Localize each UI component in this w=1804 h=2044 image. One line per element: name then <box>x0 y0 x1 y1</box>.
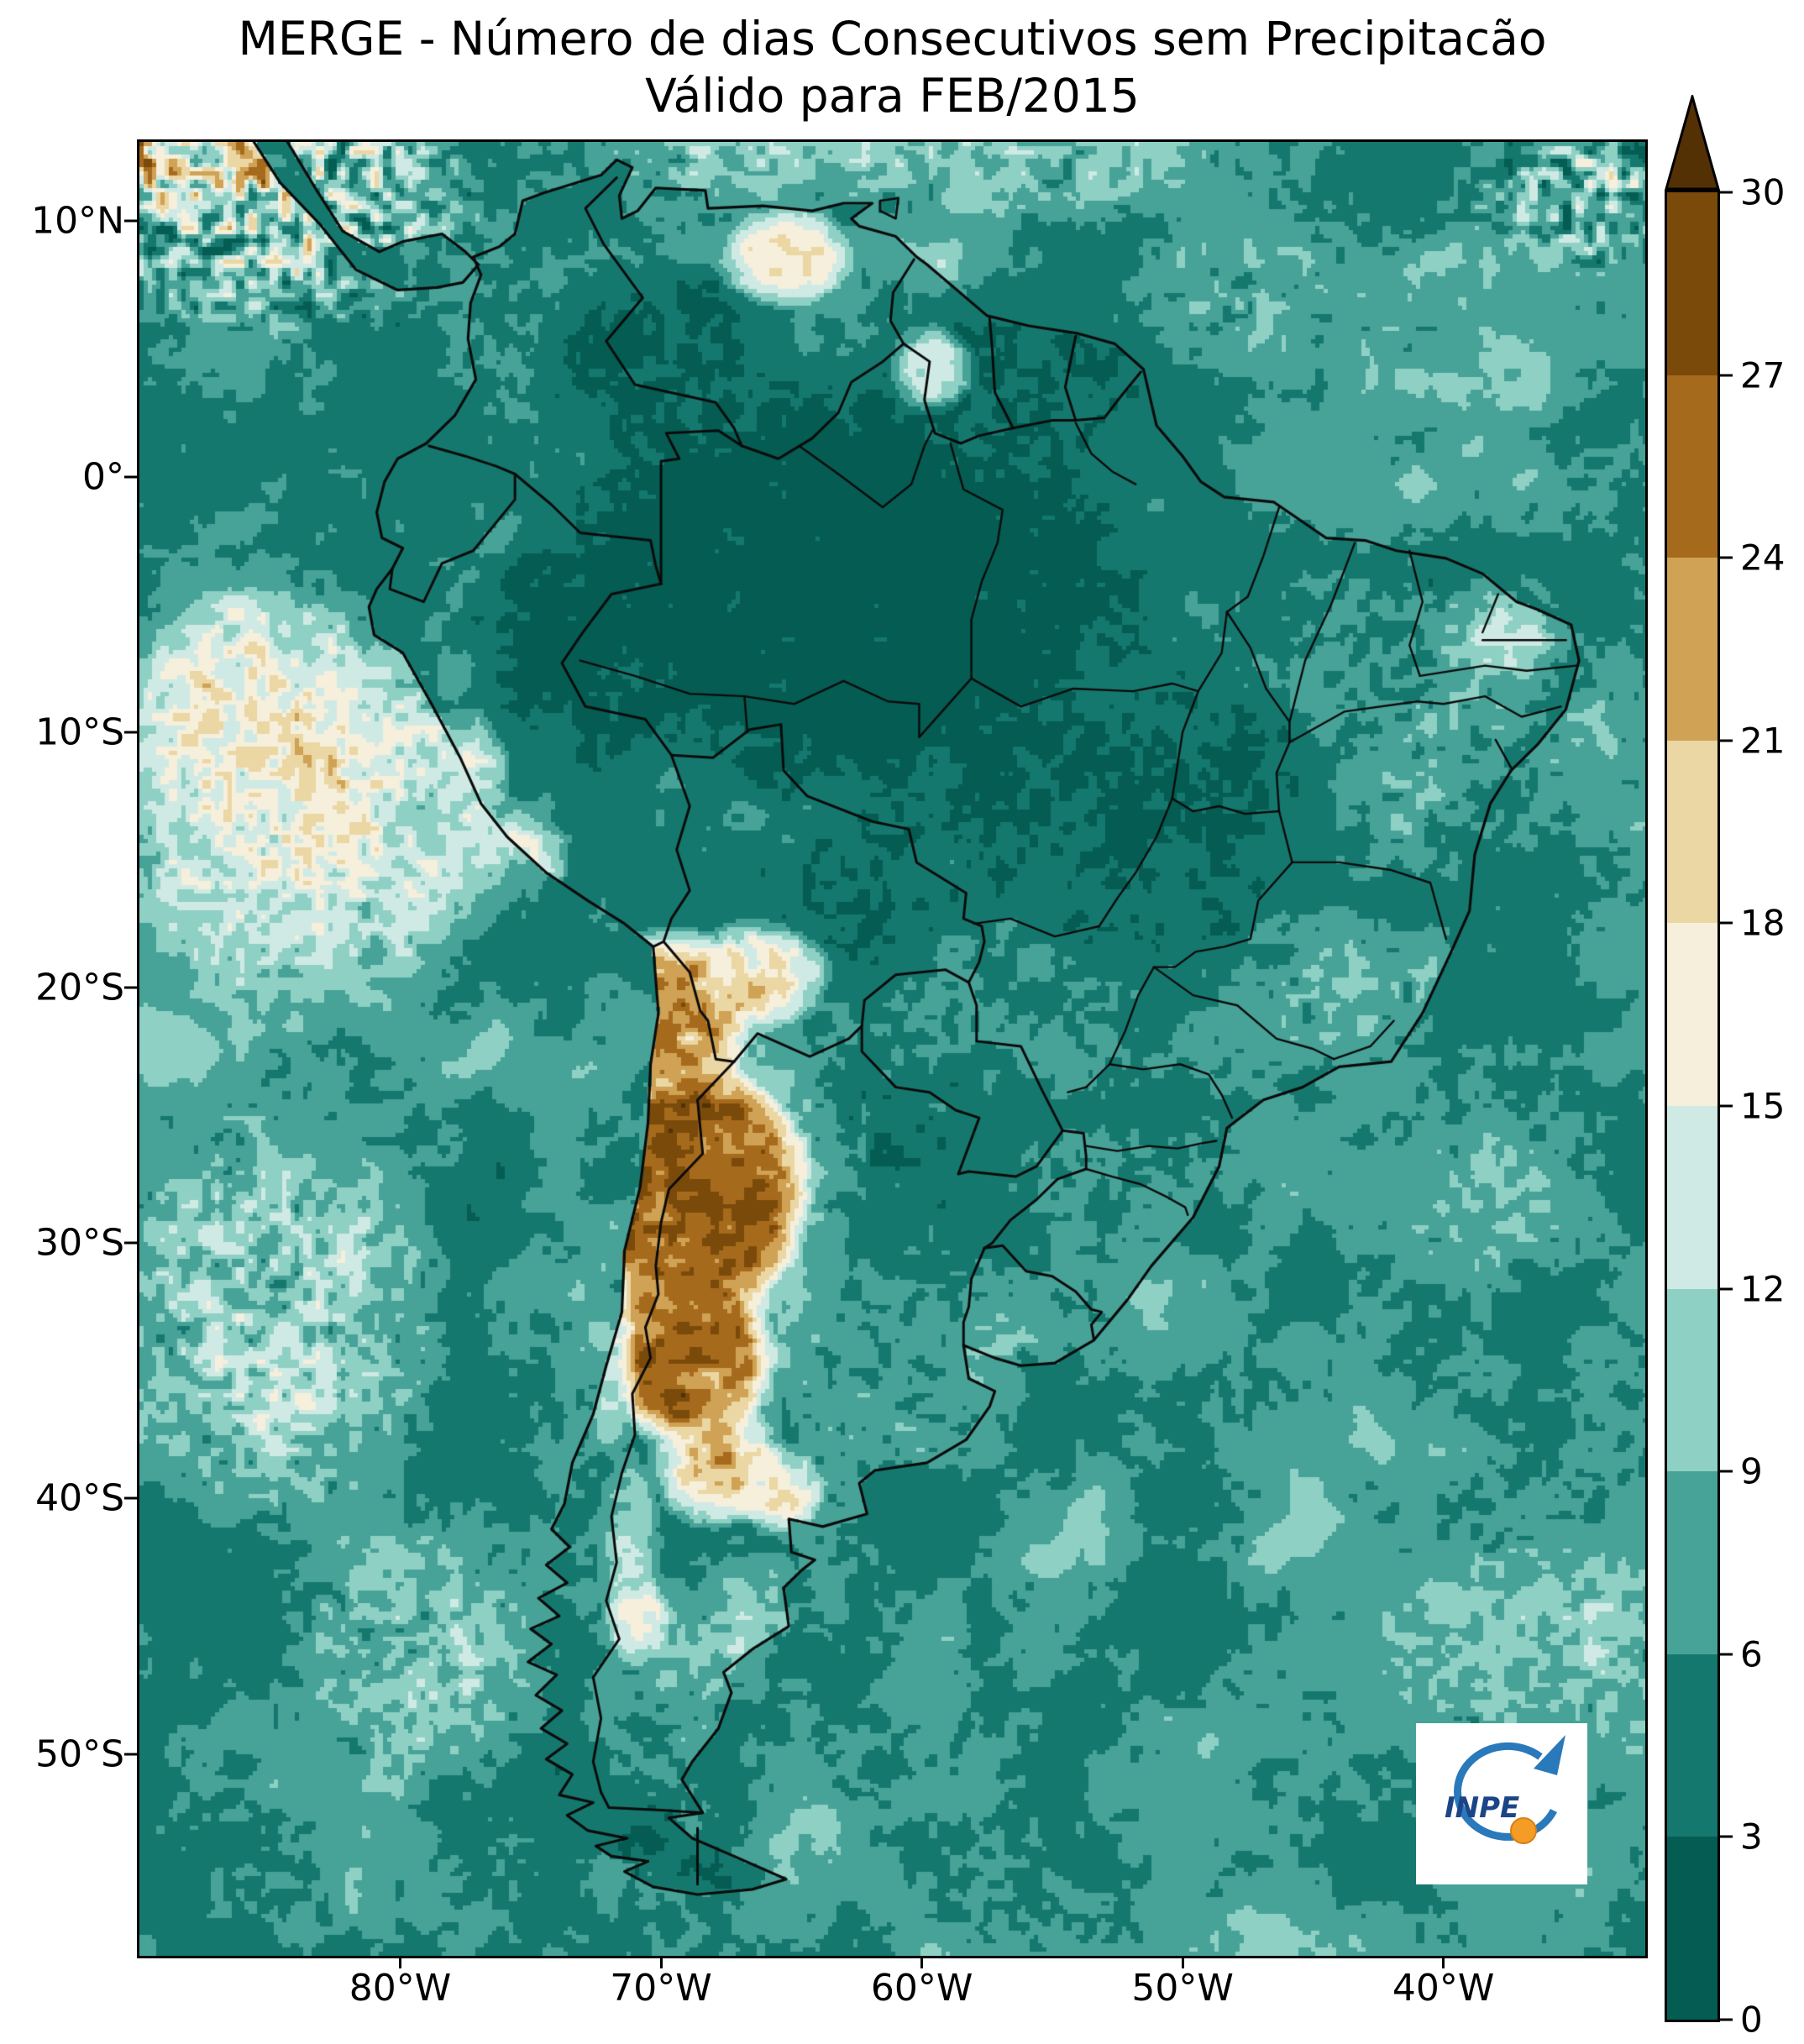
y-axis-label: 0° <box>82 455 124 499</box>
colorbar-segment-3-6 <box>1667 1654 1717 1837</box>
colorbar-over-arrow <box>1665 95 1720 190</box>
figure-title-line2: Válido para FEB/2015 <box>645 69 1140 123</box>
y-axis-tick <box>124 1241 137 1245</box>
x-axis-label: 50°W <box>1131 1967 1234 2010</box>
colorbar-tick <box>1720 1835 1733 1838</box>
y-axis-tick <box>124 731 137 734</box>
colorbar-segment-21-24 <box>1667 558 1717 741</box>
y-axis-label: 20°S <box>35 966 124 1009</box>
y-axis-tick <box>124 986 137 989</box>
colorbar-tick <box>1720 1653 1733 1656</box>
colorbar-tick-label: 9 <box>1740 1450 1763 1492</box>
y-axis-tick <box>124 475 137 479</box>
x-axis-tick <box>920 1956 924 1968</box>
x-axis-label: 70°W <box>610 1967 712 2010</box>
colorbar-tick <box>1720 556 1733 559</box>
colorbar-tick-label: 24 <box>1740 537 1786 579</box>
x-axis-label: 40°W <box>1392 1967 1495 2010</box>
inpe-logo-text: INPE <box>1445 1791 1519 1825</box>
colorbar-segment-18-21 <box>1667 740 1717 924</box>
colorbar-tick <box>1720 921 1733 925</box>
colorbar-segment-12-15 <box>1667 1105 1717 1289</box>
y-axis-tick <box>124 219 137 223</box>
colorbar-tick-label: 21 <box>1740 720 1786 762</box>
colorbar-tick-label: 15 <box>1740 1085 1786 1127</box>
x-axis-label: 60°W <box>870 1967 973 2010</box>
x-axis-tick <box>659 1956 663 1968</box>
x-axis-tick <box>1442 1956 1445 1968</box>
y-axis-label: 10°N <box>31 199 124 243</box>
figure-title-line1: MERGE - Número de dias Consecutivos sem … <box>238 12 1547 66</box>
colorbar-segment-27-30 <box>1667 192 1717 375</box>
x-axis-tick <box>1181 1956 1184 1968</box>
logo-arrow-icon <box>1534 1735 1565 1775</box>
y-axis-label: 10°S <box>35 710 124 754</box>
colorbar-tick-label: 30 <box>1740 171 1786 213</box>
colorbar <box>1665 190 1720 2022</box>
inpe-logo: INPE <box>1416 1723 1587 1884</box>
logo-orange-dot <box>1510 1817 1537 1844</box>
x-axis-tick <box>399 1956 402 1968</box>
colorbar-tick-label: 0 <box>1740 1999 1763 2041</box>
colorbar-segment-15-18 <box>1667 923 1717 1106</box>
colorbar-tick <box>1720 2018 1733 2021</box>
colorbar-tick <box>1720 1470 1733 1473</box>
y-axis-label: 30°S <box>35 1221 124 1265</box>
colorbar-tick-label: 27 <box>1740 354 1786 396</box>
colorbar-over-arrow-shape <box>1665 95 1720 190</box>
y-axis-label: 50°S <box>35 1732 124 1776</box>
y-axis-label: 40°S <box>35 1476 124 1520</box>
colorbar-tick <box>1720 1104 1733 1108</box>
inpe-logo-graphic: INPE <box>1445 1735 1565 1844</box>
colorbar-segment-9-12 <box>1667 1288 1717 1472</box>
colorbar-tick <box>1720 1287 1733 1291</box>
map-raster <box>139 142 1645 1956</box>
map-plot-area <box>137 139 1648 1958</box>
colorbar-segment-24-27 <box>1667 375 1717 558</box>
colorbar-tick <box>1720 191 1733 194</box>
colorbar-tick-label: 3 <box>1740 1816 1763 1858</box>
colorbar-tick-label: 12 <box>1740 1268 1786 1310</box>
colorbar-tick-label: 6 <box>1740 1633 1763 1675</box>
colorbar-tick <box>1720 374 1733 377</box>
y-axis-tick <box>124 1753 137 1756</box>
colorbar-segment-6-9 <box>1667 1471 1717 1654</box>
x-axis-label: 80°W <box>349 1967 452 2010</box>
colorbar-tick-label: 18 <box>1740 902 1786 944</box>
colorbar-segment-0-3 <box>1667 1837 1717 2020</box>
colorbar-tick <box>1720 739 1733 742</box>
y-axis-tick <box>124 1496 137 1500</box>
